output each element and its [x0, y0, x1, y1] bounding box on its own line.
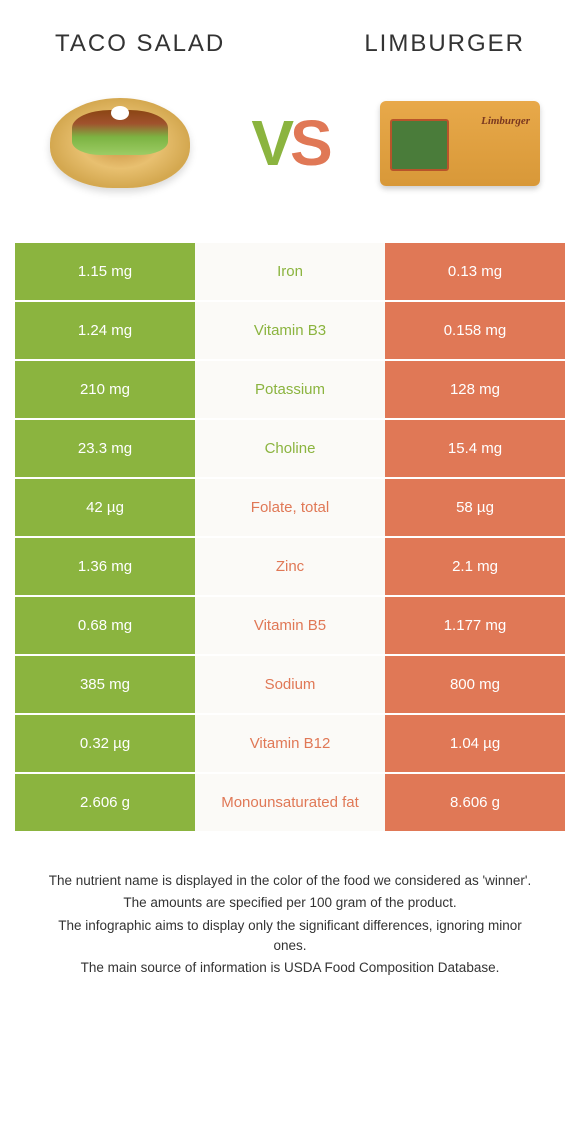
table-row: 210 mgPotassium128 mg	[15, 361, 565, 418]
footnote-line: The amounts are specified per 100 gram o…	[45, 893, 535, 913]
footnotes: The nutrient name is displayed in the co…	[15, 861, 565, 978]
table-row: 2.606 gMonounsaturated fat8.606 g	[15, 774, 565, 831]
table-row: 0.32 µgVitamin B121.04 µg	[15, 715, 565, 772]
left-food-title: Taco salad	[55, 30, 225, 58]
vs-s: S	[290, 107, 329, 179]
right-value: 1.04 µg	[385, 715, 565, 772]
taco-icon	[50, 98, 190, 188]
right-food-title: Limburger	[364, 30, 525, 58]
left-value: 385 mg	[15, 656, 195, 713]
header: Taco salad Limburger	[15, 20, 565, 83]
vs-label: VS	[251, 106, 328, 180]
left-value: 2.606 g	[15, 774, 195, 831]
footnote-line: The nutrient name is displayed in the co…	[45, 871, 535, 891]
right-value: 2.1 mg	[385, 538, 565, 595]
nutrient-name: Folate, total	[195, 479, 385, 536]
footnote-line: The infographic aims to display only the…	[45, 916, 535, 957]
right-value: 1.177 mg	[385, 597, 565, 654]
table-row: 1.15 mgIron0.13 mg	[15, 243, 565, 300]
table-row: 1.24 mgVitamin B30.158 mg	[15, 302, 565, 359]
nutrient-name: Zinc	[195, 538, 385, 595]
table-row: 1.36 mgZinc2.1 mg	[15, 538, 565, 595]
right-value: 58 µg	[385, 479, 565, 536]
right-value: 800 mg	[385, 656, 565, 713]
table-row: 23.3 mgCholine15.4 mg	[15, 420, 565, 477]
nutrient-name: Choline	[195, 420, 385, 477]
right-value: 0.158 mg	[385, 302, 565, 359]
left-value: 210 mg	[15, 361, 195, 418]
left-value: 1.15 mg	[15, 243, 195, 300]
right-value: 0.13 mg	[385, 243, 565, 300]
nutrient-name: Iron	[195, 243, 385, 300]
left-value: 0.32 µg	[15, 715, 195, 772]
left-food-image	[35, 83, 205, 203]
right-value: 15.4 mg	[385, 420, 565, 477]
left-value: 0.68 mg	[15, 597, 195, 654]
nutrient-name: Vitamin B5	[195, 597, 385, 654]
left-value: 23.3 mg	[15, 420, 195, 477]
nutrient-name: Vitamin B12	[195, 715, 385, 772]
table-row: 42 µgFolate, total58 µg	[15, 479, 565, 536]
nutrient-name: Vitamin B3	[195, 302, 385, 359]
nutrient-name: Potassium	[195, 361, 385, 418]
table-row: 0.68 mgVitamin B51.177 mg	[15, 597, 565, 654]
right-value: 128 mg	[385, 361, 565, 418]
footnote-line: The main source of information is USDA F…	[45, 958, 535, 978]
nutrient-name: Monounsaturated fat	[195, 774, 385, 831]
nutrient-name: Sodium	[195, 656, 385, 713]
right-food-image	[375, 83, 545, 203]
comparison-table: 1.15 mgIron0.13 mg1.24 mgVitamin B30.158…	[15, 243, 565, 831]
left-value: 42 µg	[15, 479, 195, 536]
left-value: 1.36 mg	[15, 538, 195, 595]
right-value: 8.606 g	[385, 774, 565, 831]
limburger-icon	[380, 101, 540, 186]
vs-v: V	[251, 107, 290, 179]
left-value: 1.24 mg	[15, 302, 195, 359]
vs-row: VS	[15, 83, 565, 203]
table-row: 385 mgSodium800 mg	[15, 656, 565, 713]
